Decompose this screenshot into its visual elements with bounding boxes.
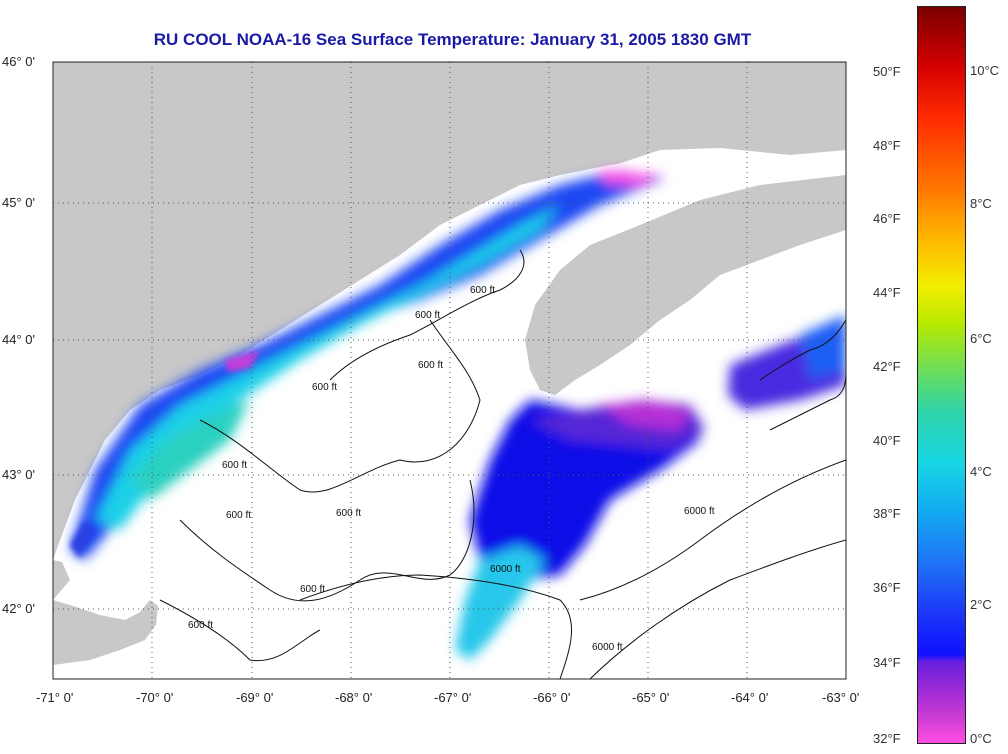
land-cape-cod — [53, 600, 158, 665]
lon-label: -71° 0' — [36, 690, 74, 705]
lat-label: 43° 0' — [2, 467, 35, 482]
isobath-label: 600 ft — [336, 508, 361, 519]
colorbar-fahrenheit-label: 40°F — [873, 433, 901, 448]
map-frame — [52, 61, 847, 680]
land-west-coast — [53, 560, 70, 600]
colorbar-celsius-label: 2°C — [970, 597, 992, 612]
isobath-label: 6000 ft — [490, 564, 521, 575]
lon-label: -66° 0' — [533, 690, 571, 705]
colorbar-fahrenheit-label: 44°F — [873, 285, 901, 300]
lon-label: -70° 0' — [136, 690, 174, 705]
colorbar-celsius-label: 4°C — [970, 464, 992, 479]
lon-label: -68° 0' — [335, 690, 373, 705]
lon-label: -63° 0' — [822, 690, 860, 705]
colorbar-fahrenheit-label: 50°F — [873, 64, 901, 79]
lon-label: -69° 0' — [236, 690, 274, 705]
colorbar-fahrenheit-label: 34°F — [873, 655, 901, 670]
isobath-contours — [159, 249, 846, 679]
colorbar-fahrenheit-label: 46°F — [873, 211, 901, 226]
isobath-label: 600 ft — [188, 620, 213, 631]
lat-label: 42° 0' — [2, 601, 35, 616]
lat-label: 45° 0' — [2, 195, 35, 210]
colorbar-celsius-label: 8°C — [970, 196, 992, 211]
isobath-label: 600 ft — [300, 584, 325, 595]
land-maine-new-brunswick — [53, 62, 846, 560]
lon-label: -67° 0' — [434, 690, 472, 705]
colorbar-celsius-label: 10°C — [970, 63, 1000, 78]
colorbar-fahrenheit-label: 38°F — [873, 506, 901, 521]
isobath-label: 6000 ft — [592, 642, 623, 653]
isobath-label: 600 ft — [226, 510, 251, 521]
isobath-label: 600 ft — [222, 460, 247, 471]
isobath-label: 600 ft — [418, 360, 443, 371]
coastal-cold-strip-west — [70, 520, 95, 558]
colorbar-fahrenheit-label: 32°F — [873, 731, 901, 746]
colorbar-fahrenheit-label: 48°F — [873, 138, 901, 153]
colorbar-fahrenheit-label: 42°F — [873, 359, 901, 374]
isobath-label: 600 ft — [470, 285, 495, 296]
lat-label: 46° 0' — [2, 54, 35, 69]
lon-label: -64° 0' — [731, 690, 769, 705]
lat-label: 44° 0' — [2, 332, 35, 347]
lon-label: -65° 0' — [632, 690, 670, 705]
sst-swath — [70, 170, 846, 660]
colorbar-celsius-label: 6°C — [970, 331, 992, 346]
isobath-label: 6000 ft — [684, 506, 715, 517]
land-nova-scotia — [525, 175, 846, 395]
coastal-cold-strip — [225, 350, 260, 372]
map-title: RU COOL NOAA-16 Sea Surface Temperature:… — [153, 30, 752, 49]
colorbar-fahrenheit-label: 36°F — [873, 580, 901, 595]
colorbar-celsius-label: 0°C — [970, 731, 992, 746]
temperature-colorbar — [917, 6, 966, 744]
isobath-label: 600 ft — [415, 310, 440, 321]
isobath-label: 600 ft — [312, 382, 337, 393]
graticule — [53, 62, 846, 679]
